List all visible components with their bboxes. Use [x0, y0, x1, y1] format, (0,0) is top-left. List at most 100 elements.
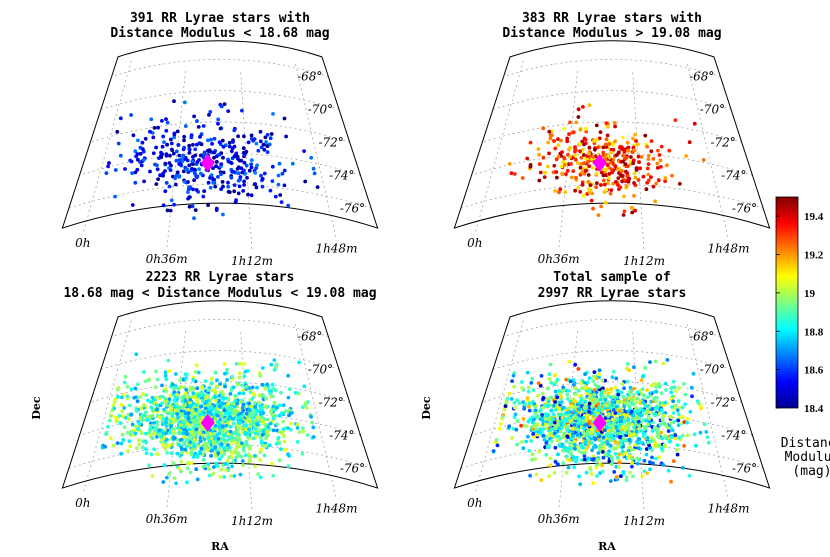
star-point — [142, 179, 147, 184]
star-point — [571, 169, 576, 174]
star-point — [214, 398, 218, 403]
star-point — [211, 471, 216, 476]
star-point — [620, 169, 624, 174]
star-point — [184, 444, 189, 449]
star-point — [199, 142, 204, 147]
star-point — [259, 447, 264, 452]
star-point — [252, 137, 257, 142]
star-point — [120, 409, 124, 414]
star-point — [613, 411, 618, 415]
star-point — [309, 155, 314, 160]
star-point — [680, 414, 685, 419]
star-point — [564, 172, 568, 177]
star-point — [527, 401, 532, 406]
star-point — [272, 400, 277, 405]
star-point — [311, 425, 316, 430]
star-point — [271, 473, 276, 478]
star-point — [160, 422, 165, 427]
star-point — [174, 158, 179, 163]
star-point — [197, 424, 201, 428]
star-point — [212, 136, 217, 141]
star-point — [155, 377, 160, 382]
star-point — [528, 417, 533, 422]
star-point — [163, 370, 168, 375]
star-point — [141, 439, 146, 444]
star-point — [549, 408, 554, 413]
star-point — [163, 399, 168, 404]
star-point — [236, 134, 241, 139]
star-point — [192, 167, 197, 172]
star-point — [643, 365, 648, 370]
star-point — [507, 162, 512, 166]
star-point — [550, 434, 555, 438]
star-point — [627, 404, 632, 409]
star-point — [203, 379, 208, 383]
star-point — [253, 419, 258, 423]
star-point — [244, 384, 249, 389]
panel-frame — [453, 40, 771, 229]
star-point — [120, 432, 125, 437]
star-point — [258, 412, 263, 417]
star-point — [204, 399, 209, 404]
star-point — [208, 439, 213, 444]
star-point — [255, 385, 259, 390]
star-point — [594, 465, 599, 470]
star-point — [231, 385, 236, 390]
star-point — [171, 461, 176, 466]
star-point — [650, 455, 654, 460]
star-point — [216, 117, 221, 122]
star-point — [272, 358, 277, 362]
star-point — [183, 372, 188, 376]
star-point — [168, 153, 172, 158]
star-point — [214, 461, 219, 466]
star-point — [259, 436, 263, 440]
star-point — [663, 176, 668, 180]
dec-tick-label: -68° — [297, 330, 322, 344]
star-point — [631, 402, 635, 407]
star-point — [582, 161, 587, 165]
star-point — [564, 377, 569, 382]
star-point — [173, 405, 178, 409]
star-point — [607, 171, 612, 176]
star-point — [651, 461, 655, 466]
star-point — [138, 416, 143, 421]
star-point — [629, 155, 633, 159]
star-point — [143, 136, 148, 141]
star-point — [249, 193, 254, 198]
star-point — [113, 415, 118, 420]
star-point — [242, 160, 247, 165]
star-point — [180, 159, 185, 164]
star-point — [165, 450, 170, 455]
star-point — [167, 161, 172, 165]
star-point — [233, 408, 238, 412]
star-point — [221, 212, 225, 217]
star-point — [142, 370, 146, 374]
star-point — [623, 401, 628, 406]
star-point — [608, 443, 613, 448]
star-point — [581, 193, 586, 198]
star-point — [656, 427, 661, 432]
star-point — [557, 426, 561, 431]
star-point — [232, 154, 237, 159]
star-point — [578, 165, 583, 170]
star-point — [275, 422, 280, 427]
star-point — [601, 173, 606, 178]
dec-tick-label: -74° — [329, 428, 354, 442]
star-point — [297, 360, 301, 365]
dec-tick-label: -72° — [710, 395, 735, 409]
star-point — [259, 439, 264, 444]
star-point — [139, 431, 144, 435]
star-point — [147, 463, 152, 468]
star-point — [515, 398, 520, 403]
star-point — [242, 183, 247, 187]
star-point — [598, 130, 603, 135]
star-point — [569, 404, 574, 409]
star-point — [198, 404, 203, 409]
star-point — [128, 444, 132, 449]
star-point — [522, 424, 527, 428]
star-point — [593, 147, 597, 152]
star-point — [576, 367, 581, 371]
star-point — [534, 472, 539, 477]
